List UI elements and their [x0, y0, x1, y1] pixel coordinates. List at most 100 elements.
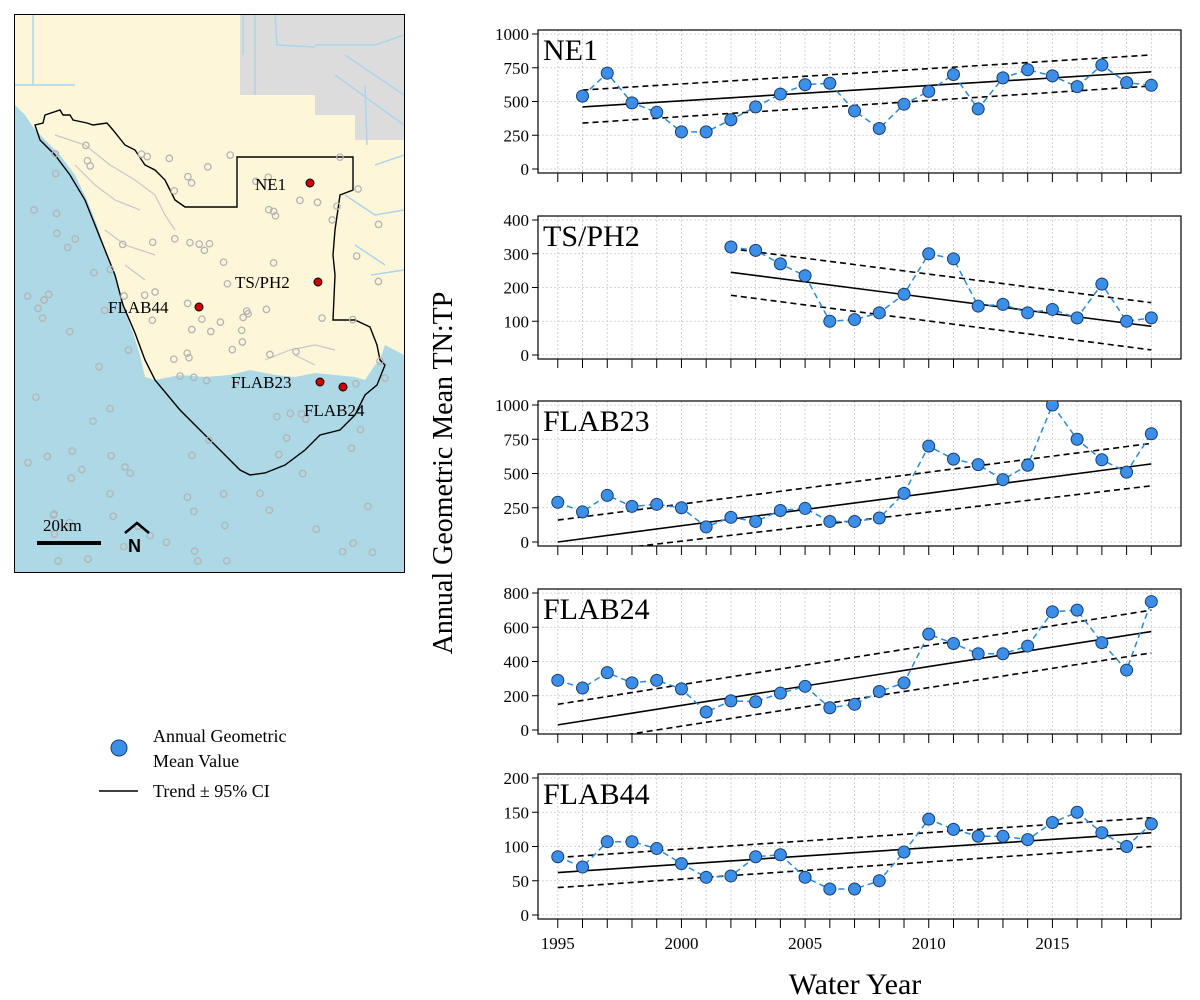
- data-point: [996, 297, 1010, 311]
- y-tick-label: 0: [521, 533, 530, 552]
- data-point: [699, 125, 713, 139]
- station-marker: [52, 209, 61, 218]
- panel-title: TS/PH2: [543, 220, 640, 253]
- data-point: [971, 102, 985, 116]
- station-marker: [44, 290, 53, 299]
- data-point: [600, 666, 614, 680]
- station-marker: [264, 205, 273, 214]
- legend-point-label-2: Mean Value: [153, 751, 239, 771]
- y-tick-label: 800: [504, 584, 530, 603]
- data-point: [1120, 663, 1134, 677]
- data-point: [1021, 306, 1035, 320]
- data-point: [749, 100, 763, 114]
- data-point: [1070, 805, 1084, 819]
- station-marker: [121, 463, 129, 471]
- data-point: [1120, 314, 1134, 328]
- data-point: [798, 269, 812, 283]
- data-point: [1095, 453, 1109, 467]
- station-marker: [43, 452, 52, 461]
- data-point: [996, 71, 1010, 85]
- data-point: [1021, 458, 1035, 472]
- data-point: [971, 829, 985, 843]
- data-point: [996, 473, 1010, 487]
- x-tick-label: 2015: [1035, 934, 1069, 953]
- data-point: [625, 676, 639, 690]
- station-marker: [271, 211, 280, 220]
- data-point: [650, 497, 664, 511]
- data-point: [699, 520, 713, 534]
- data-point: [749, 243, 763, 257]
- data-point: [823, 701, 837, 715]
- data-point: [773, 87, 787, 101]
- station-marker: [292, 347, 300, 356]
- data-point: [773, 686, 787, 700]
- station-marker: [216, 318, 225, 326]
- data-point: [971, 458, 985, 472]
- data-point: [823, 882, 837, 896]
- data-point: [798, 501, 812, 515]
- data-point: [946, 452, 960, 466]
- station-marker: [140, 291, 149, 299]
- station-marker: [65, 327, 74, 336]
- data-point: [674, 501, 688, 515]
- data-point: [699, 705, 713, 719]
- data-point: [749, 850, 763, 864]
- y-tick-label: 150: [504, 803, 530, 822]
- data-point: [1070, 311, 1084, 325]
- station-marker: [189, 373, 198, 382]
- station-marker: [100, 306, 109, 315]
- grid: [538, 30, 1181, 173]
- station-marker: [162, 538, 171, 547]
- station-marker: [170, 234, 179, 243]
- station-marker: [32, 393, 40, 402]
- y-axis-label: Annual Geometric Mean TN:TP: [428, 292, 459, 655]
- data-point: [600, 66, 614, 80]
- mainland: [15, 15, 404, 380]
- data-point: [1021, 639, 1035, 653]
- station-marker: [109, 512, 118, 521]
- station-marker: [356, 425, 365, 434]
- legend-trend-label: Trend ± 95% CI: [153, 781, 270, 801]
- legend-point-label-1: Annual Geometric: [153, 726, 286, 746]
- map-panel: NE1 TS/PH2 FLAB44 FLAB23 FLAB24 20km N: [14, 14, 405, 573]
- site-markers: NE1 TS/PH2 FLAB44 FLAB23 FLAB24: [108, 175, 365, 420]
- station-marker: [338, 547, 347, 556]
- y-tick-label: 250: [504, 499, 530, 518]
- site-label: FLAB23: [231, 373, 291, 392]
- station-marker: [364, 502, 372, 511]
- trend-line: [730, 271, 1152, 328]
- data-point: [773, 257, 787, 271]
- station-marker: [183, 493, 192, 501]
- site-marker-ne1: [305, 178, 315, 188]
- trend-line: [557, 463, 1152, 543]
- data-point: [699, 870, 713, 884]
- ci-upper-line: [582, 54, 1152, 91]
- station-marker: [262, 305, 271, 314]
- bay-outline: [54, 134, 336, 366]
- station-marker: [189, 507, 198, 516]
- north-label: N: [128, 536, 141, 556]
- data-point: [872, 122, 886, 135]
- station-marker: [51, 169, 60, 178]
- data-point: [625, 499, 639, 513]
- panel-title: NE1: [543, 34, 598, 67]
- ci-lower-line: [730, 294, 1152, 351]
- trend-line: [557, 630, 1152, 726]
- data-point: [946, 822, 960, 836]
- y-tick-label: 100: [504, 312, 530, 331]
- site-label: TS/PH2: [235, 273, 290, 292]
- station-marker: [368, 548, 377, 557]
- scale-bar: 20km: [37, 516, 101, 545]
- station-marker: [296, 196, 304, 205]
- station-marker: [269, 259, 278, 267]
- y-tick-label: 0: [521, 160, 530, 179]
- station-marker: [381, 374, 389, 382]
- data-point: [1045, 302, 1059, 316]
- station-marker: [318, 314, 326, 322]
- station-marker: [313, 198, 322, 207]
- station-marker: [176, 372, 184, 380]
- station-marker: [223, 279, 232, 288]
- data-point: [848, 882, 862, 896]
- station-marker: [50, 530, 59, 538]
